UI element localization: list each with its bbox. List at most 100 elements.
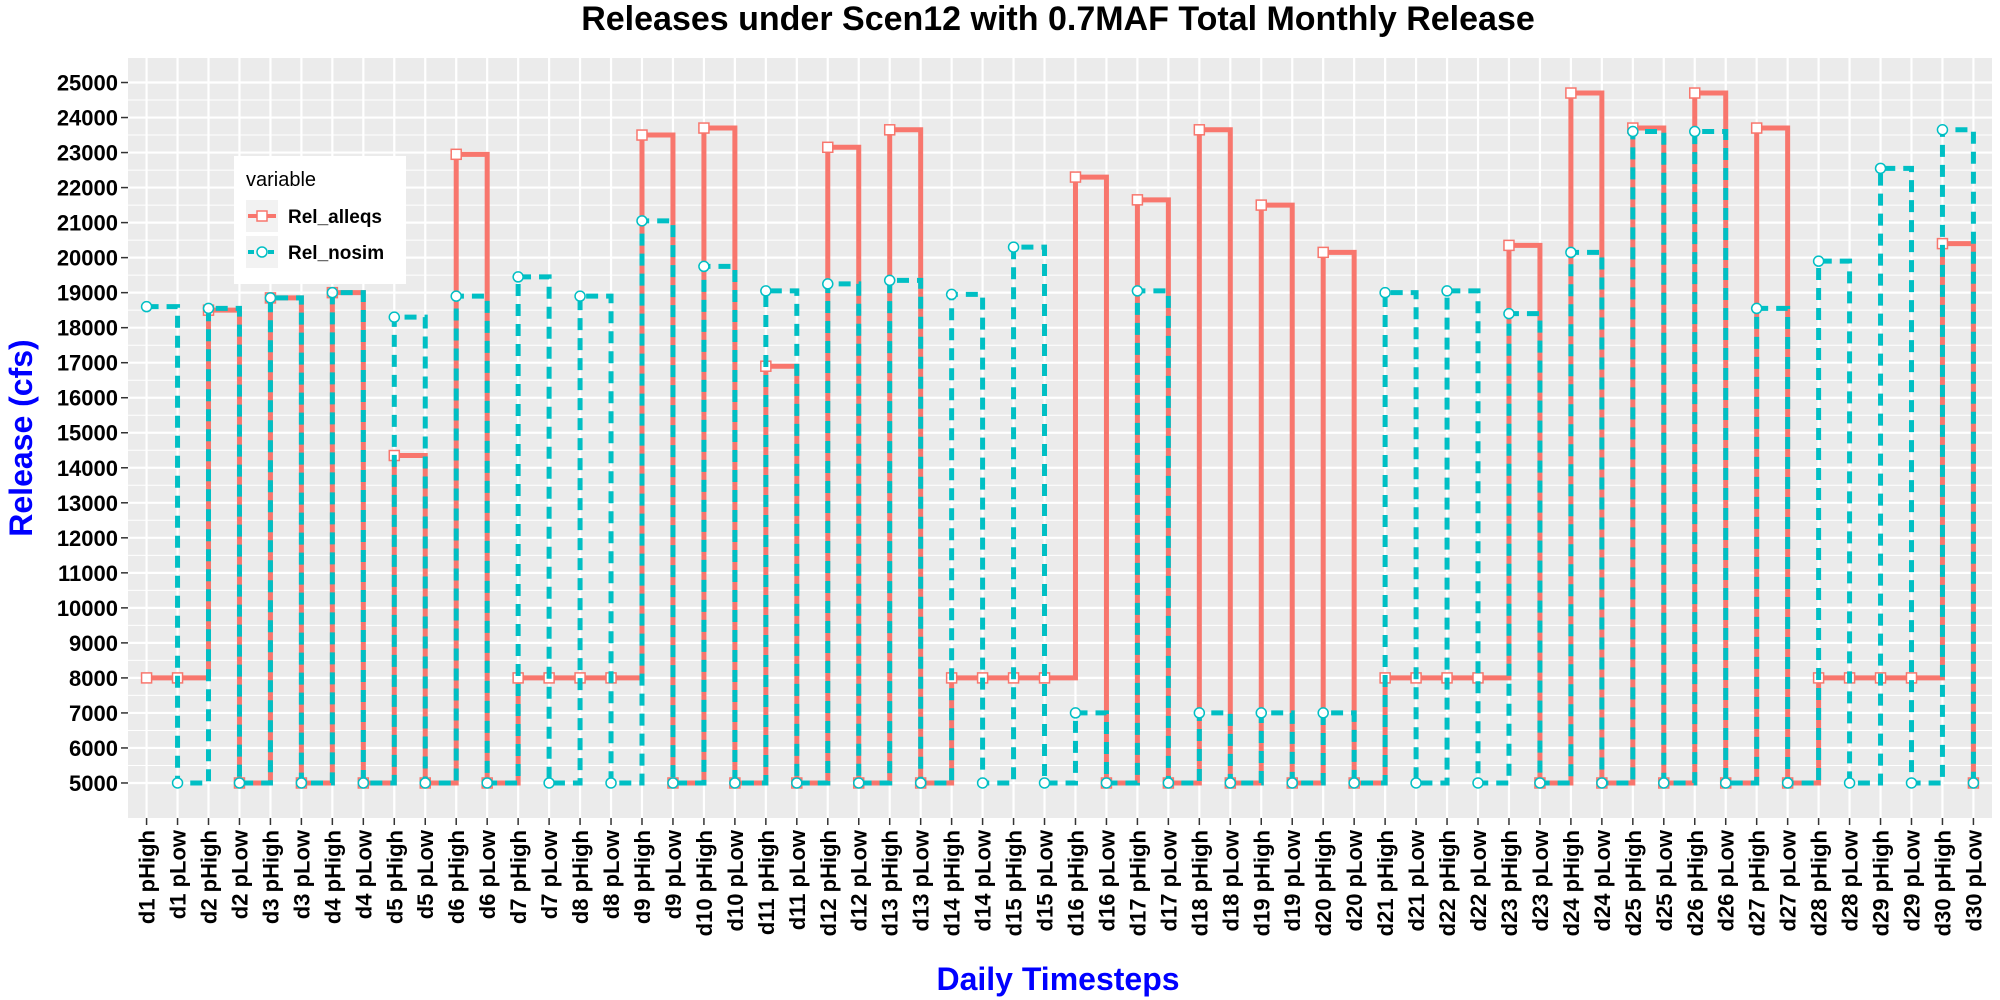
x-tick-label: d7 pHigh — [506, 830, 531, 924]
data-point-rel-nosim — [574, 290, 586, 302]
data-point-rel-alleqs — [450, 148, 462, 161]
data-point-rel-nosim — [1441, 285, 1453, 297]
y-tick-label: 7000 — [69, 701, 118, 726]
data-point-rel-nosim — [667, 777, 679, 789]
data-point-rel-nosim — [419, 777, 431, 789]
x-tick-label: d7 pLow — [537, 829, 562, 919]
y-tick-label: 6000 — [69, 736, 118, 761]
series-line-rel-nosim — [146, 127, 1976, 786]
data-point-rel-nosim — [760, 285, 772, 297]
data-point-rel-nosim — [1874, 162, 1887, 175]
x-tick-label: d3 pHigh — [258, 830, 283, 924]
x-tick-label: d21 pHigh — [1373, 830, 1398, 936]
y-tick-label: 11000 — [58, 561, 118, 586]
data-point-rel-nosim — [1038, 777, 1051, 789]
data-point-rel-alleqs — [636, 129, 648, 141]
x-tick-label: d6 pHigh — [444, 830, 469, 924]
y-tick-label: 16000 — [57, 386, 118, 411]
data-point-rel-alleqs — [1565, 87, 1577, 99]
data-point-rel-nosim — [1596, 777, 1608, 789]
data-point-rel-alleqs — [1069, 171, 1082, 183]
x-tick-label: d30 pLow — [1961, 829, 1986, 931]
data-point-rel-nosim — [1781, 777, 1794, 789]
data-point-rel-nosim — [1286, 777, 1298, 789]
x-tick-label: d20 pHigh — [1311, 830, 1336, 936]
y-tick-label: 12000 — [57, 526, 118, 551]
data-point-rel-nosim — [388, 311, 401, 323]
data-point-rel-nosim — [543, 777, 555, 789]
y-tick-label: 22000 — [57, 176, 118, 201]
x-tick-label: d14 pLow — [971, 829, 996, 931]
data-point-rel-nosim — [1750, 302, 1763, 315]
legend-label: Rel_alleqs — [288, 207, 382, 228]
x-tick-label: d22 pLow — [1466, 829, 1491, 931]
data-point-rel-nosim — [264, 292, 277, 304]
x-tick-label: d13 pLow — [909, 829, 934, 931]
x-tick-label: d27 pHigh — [1745, 830, 1770, 936]
data-point-rel-nosim — [1410, 777, 1422, 789]
x-tick-label: d10 pLow — [723, 829, 748, 931]
x-axis: d1 pHigh d1 pLow d2 pHigh d2 pLow d3 pHigh d3… — [135, 818, 1986, 936]
y-tick-label: 19000 — [57, 281, 118, 306]
x-tick-label: d29 pHigh — [1869, 830, 1894, 936]
x-tick-label: d4 pHigh — [320, 830, 345, 924]
x-tick-label: d9 pLow — [661, 829, 686, 919]
data-point-rel-nosim — [1565, 246, 1577, 259]
x-tick-label: d2 pHigh — [197, 830, 222, 924]
y-tick-label: 24000 — [57, 106, 118, 131]
data-point-rel-alleqs — [1503, 239, 1515, 252]
data-point-rel-nosim — [883, 274, 896, 287]
data-point-rel-alleqs — [1317, 246, 1329, 259]
data-point-rel-nosim — [852, 777, 865, 789]
data-point-rel-nosim — [1348, 777, 1360, 789]
data-point-rel-nosim — [202, 302, 215, 315]
legend: variable Rel_alleqs Rel_nosim — [234, 156, 406, 284]
chart-title: Releases under Scen12 with 0.7MAF Total … — [581, 0, 1535, 38]
x-tick-label: d8 pLow — [599, 829, 624, 919]
data-point-rel-nosim — [636, 215, 648, 227]
data-point-rel-nosim — [233, 777, 246, 789]
x-tick-label: d28 pHigh — [1807, 830, 1832, 936]
x-tick-label: d1 pLow — [166, 829, 191, 919]
x-tick-label: d10 pHigh — [692, 830, 717, 936]
data-point-rel-alleqs — [883, 124, 896, 136]
x-tick-label: d4 pLow — [351, 829, 376, 919]
x-tick-label: d21 pLow — [1404, 829, 1429, 931]
x-tick-label: d29 pLow — [1899, 829, 1924, 931]
data-point-rel-nosim — [1719, 777, 1732, 789]
y-tick-label: 17000 — [57, 351, 118, 376]
data-point-rel-nosim — [914, 777, 927, 789]
y-tick-label: 9000 — [69, 631, 118, 656]
data-point-rel-nosim — [512, 271, 524, 283]
legend-entry-rel-alleqs: Rel_alleqs — [246, 200, 382, 232]
data-point-rel-nosim — [1007, 241, 1020, 253]
x-tick-label: d25 pLow — [1652, 829, 1677, 931]
x-tick-label: d1 pHigh — [135, 830, 160, 924]
data-point-rel-nosim — [1627, 125, 1639, 138]
y-tick-label: 20000 — [57, 246, 118, 271]
data-point-rel-nosim — [357, 777, 370, 789]
data-point-rel-alleqs — [1193, 124, 1206, 136]
x-tick-label: d22 pHigh — [1435, 830, 1460, 936]
plot-panel — [128, 58, 1992, 818]
series-layer — [140, 87, 1980, 789]
data-point-rel-nosim — [1100, 777, 1113, 789]
data-point-rel-nosim — [140, 300, 153, 313]
data-point-rel-nosim — [1069, 707, 1082, 719]
x-tick-label: d14 pHigh — [940, 830, 965, 936]
x-tick-label: d15 pLow — [1033, 829, 1058, 931]
x-tick-label: d28 pLow — [1838, 829, 1863, 931]
y-axis: 5000 6000 7000 8000 9000 10000 11000 12000 13000… — [57, 71, 128, 796]
data-point-rel-nosim — [1658, 777, 1670, 789]
y-tick-label: 13000 — [57, 491, 118, 516]
legend-key-marker — [256, 246, 268, 258]
y-tick-label: 8000 — [69, 666, 118, 691]
data-point-rel-nosim — [976, 777, 989, 789]
x-tick-label: d13 pHigh — [878, 830, 903, 936]
y-tick-label: 18000 — [57, 316, 118, 341]
data-point-rel-alleqs — [1689, 87, 1701, 99]
data-point-rel-nosim — [1967, 777, 1980, 789]
x-tick-label: d11 pHigh — [754, 830, 779, 935]
data-point-rel-nosim — [945, 288, 958, 301]
data-point-rel-nosim — [1379, 286, 1391, 299]
